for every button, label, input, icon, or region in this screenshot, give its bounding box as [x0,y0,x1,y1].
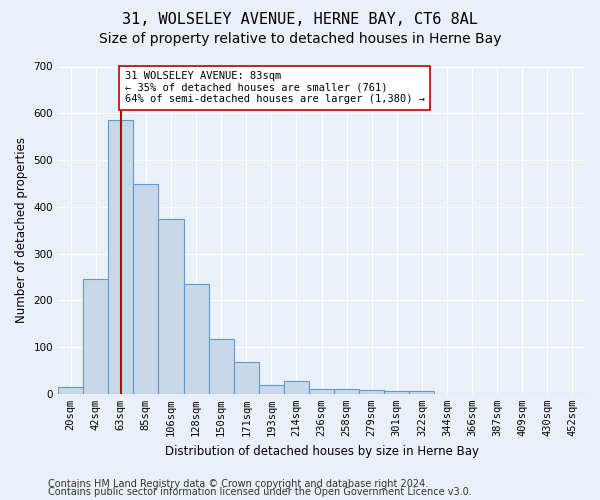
Bar [384,391,409,394]
Bar [83,279,108,394]
Text: 31, WOLSELEY AVENUE, HERNE BAY, CT6 8AL: 31, WOLSELEY AVENUE, HERNE BAY, CT6 8AL [122,12,478,28]
Bar [184,284,209,394]
Text: Contains public sector information licensed under the Open Government Licence v3: Contains public sector information licen… [48,487,472,497]
X-axis label: Distribution of detached houses by size in Herne Bay: Distribution of detached houses by size … [164,444,479,458]
Bar [409,392,434,394]
Bar [233,362,259,394]
Bar [284,381,309,394]
Text: Contains HM Land Registry data © Crown copyright and database right 2024.: Contains HM Land Registry data © Crown c… [48,479,428,489]
Text: 31 WOLSELEY AVENUE: 83sqm
← 35% of detached houses are smaller (761)
64% of semi: 31 WOLSELEY AVENUE: 83sqm ← 35% of detac… [125,71,425,104]
Bar [158,220,184,394]
Bar [58,387,83,394]
Text: Size of property relative to detached houses in Herne Bay: Size of property relative to detached ho… [99,32,501,46]
Bar [108,120,133,394]
Bar [309,389,334,394]
Y-axis label: Number of detached properties: Number of detached properties [15,137,28,323]
Bar [209,338,233,394]
Bar [133,184,158,394]
Bar [259,386,284,394]
Bar [359,390,384,394]
Bar [334,389,359,394]
